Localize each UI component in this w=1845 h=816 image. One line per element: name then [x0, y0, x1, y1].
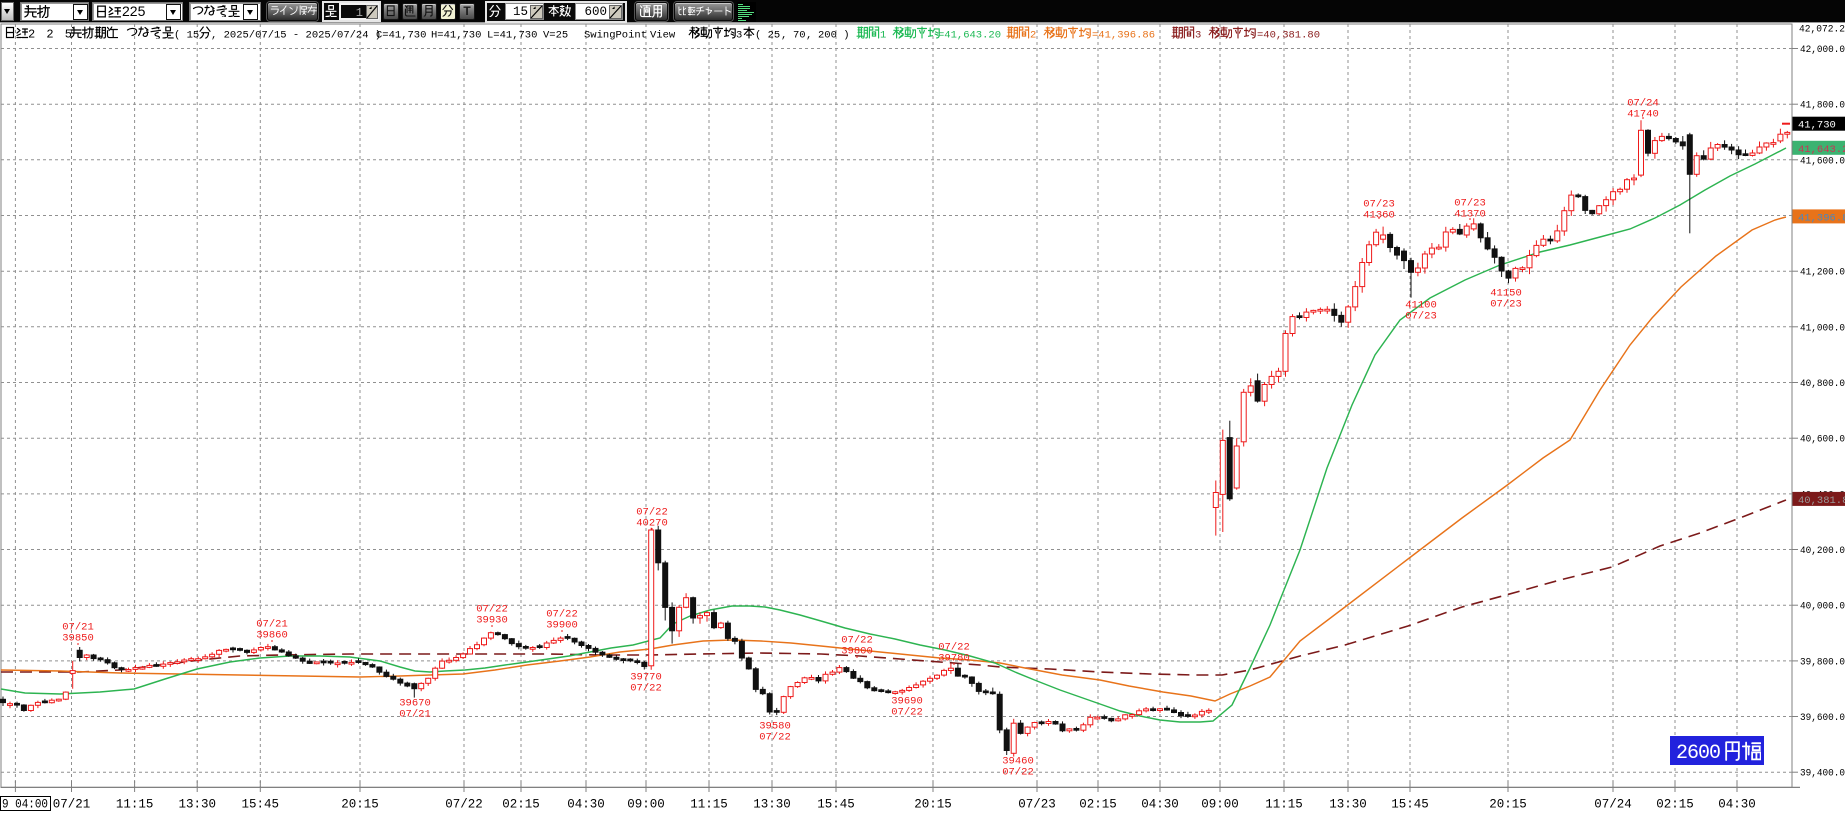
svg-text:09:00: 09:00: [627, 798, 665, 812]
svg-text:40,600.0: 40,600.0: [1800, 434, 1845, 446]
svg-text:41,396.8: 41,396.8: [1798, 212, 1845, 224]
svg-text:07/22: 07/22: [759, 732, 791, 744]
svg-text:=41,396.86: =41,396.86: [1092, 30, 1155, 42]
svg-text:41,000.0: 41,000.0: [1800, 322, 1845, 334]
svg-text:41370: 41370: [1454, 209, 1486, 221]
svg-text:39,600.0: 39,600.0: [1800, 712, 1845, 724]
svg-text:3: 3: [1195, 30, 1201, 42]
svg-text:07/22: 07/22: [476, 604, 508, 616]
svg-text:39580: 39580: [759, 721, 791, 733]
svg-text:04:30: 04:30: [1718, 798, 1756, 812]
svg-text:07/24: 07/24: [1627, 98, 1659, 110]
svg-text:07/22: 07/22: [630, 683, 662, 695]
svg-text:07/23: 07/23: [1490, 299, 1522, 311]
svg-text:41740: 41740: [1627, 109, 1659, 121]
svg-text:07/21: 07/21: [62, 622, 94, 634]
svg-text:40270: 40270: [636, 518, 668, 530]
svg-text:07/23: 07/23: [1405, 311, 1437, 323]
svg-text:41100: 41100: [1405, 300, 1437, 312]
svg-text:39,800.0: 39,800.0: [1800, 656, 1845, 668]
svg-text:11:15: 11:15: [1265, 798, 1303, 812]
svg-text:07/22: 07/22: [841, 635, 873, 647]
svg-text:41,600.0: 41,600.0: [1800, 155, 1845, 167]
svg-text:07/23: 07/23: [1363, 199, 1395, 211]
svg-text:70: 70: [793, 30, 806, 42]
svg-text:39670: 39670: [399, 698, 431, 710]
svg-text:41360: 41360: [1363, 210, 1395, 222]
svg-text:15:45: 15:45: [242, 798, 280, 812]
svg-text:1: 1: [880, 30, 886, 42]
svg-text:39770: 39770: [630, 672, 662, 684]
svg-text:11:15: 11:15: [690, 798, 728, 812]
svg-text:11:15: 11:15: [116, 798, 154, 812]
svg-text:40,381.8: 40,381.8: [1798, 495, 1845, 507]
svg-text:02:15: 02:15: [1656, 798, 1694, 812]
svg-text:3: 3: [736, 30, 742, 42]
svg-text:41150: 41150: [1490, 288, 1522, 300]
svg-text:07/22: 07/22: [938, 642, 970, 654]
svg-text:41,730: 41,730: [1798, 120, 1836, 132]
svg-text:=40,381.80: =40,381.80: [1257, 30, 1320, 42]
svg-text:15:45: 15:45: [1391, 798, 1429, 812]
svg-text:13:30: 13:30: [1329, 798, 1367, 812]
svg-text:07/24: 07/24: [1594, 798, 1632, 812]
svg-text:( 15: ( 15: [174, 30, 199, 42]
svg-text:9 04:00: 9 04:00: [2, 798, 48, 812]
svg-text:200 ): 200 ): [818, 30, 850, 42]
svg-text:( 25: ( 25: [755, 30, 780, 42]
svg-text:=41,643.20: =41,643.20: [938, 30, 1001, 42]
svg-text:07/21: 07/21: [53, 798, 91, 812]
svg-text:40,800.0: 40,800.0: [1800, 378, 1845, 390]
svg-text:40,200.0: 40,200.0: [1800, 545, 1845, 557]
svg-text:07/22: 07/22: [445, 798, 483, 812]
svg-text:07/21: 07/21: [399, 709, 431, 721]
svg-text:,: ,: [806, 30, 812, 42]
svg-text:41,200.0: 41,200.0: [1800, 267, 1845, 279]
svg-text:39900: 39900: [546, 620, 578, 632]
svg-text:13:30: 13:30: [753, 798, 791, 812]
svg-text:07/22: 07/22: [1002, 767, 1034, 779]
svg-text:07/23: 07/23: [1454, 198, 1486, 210]
svg-text:07/23: 07/23: [1018, 798, 1056, 812]
svg-text:SwingPoint: SwingPoint: [584, 30, 647, 42]
svg-text:,: ,: [781, 30, 787, 42]
svg-text:02:15: 02:15: [1079, 798, 1117, 812]
svg-text:39850: 39850: [62, 633, 94, 645]
svg-text:13:30: 13:30: [178, 798, 216, 812]
svg-text:40,000.0: 40,000.0: [1800, 601, 1845, 613]
svg-text:2 2 5: 2 2 5: [28, 28, 74, 42]
svg-text:, 2025/07/15 - 2025/07/24 ): , 2025/07/15 - 2025/07/24 ): [211, 30, 381, 42]
svg-text:39800: 39800: [841, 646, 873, 658]
svg-text:39860: 39860: [256, 630, 288, 642]
svg-text:20:15: 20:15: [1489, 798, 1527, 812]
svg-text:H=41,730: H=41,730: [431, 30, 481, 42]
svg-text:39930: 39930: [476, 615, 508, 627]
svg-text:02:15: 02:15: [502, 798, 540, 812]
svg-text:15:45: 15:45: [817, 798, 855, 812]
svg-text:41,643.2: 41,643.2: [1798, 144, 1845, 156]
svg-text:39,400.0: 39,400.0: [1800, 768, 1845, 780]
svg-text:07/22: 07/22: [546, 609, 578, 621]
svg-text:20:15: 20:15: [914, 798, 952, 812]
svg-text:07/22: 07/22: [891, 707, 923, 719]
svg-text:V=25: V=25: [543, 30, 568, 42]
svg-text:04:30: 04:30: [1141, 798, 1179, 812]
svg-text:View: View: [650, 30, 676, 42]
svg-text:39780: 39780: [938, 653, 970, 665]
svg-text:42,000.0: 42,000.0: [1800, 44, 1845, 56]
svg-text:09:00: 09:00: [1201, 798, 1239, 812]
svg-text:39690: 39690: [891, 696, 923, 708]
svg-text:20:15: 20:15: [341, 798, 379, 812]
svg-text:C=41,730: C=41,730: [376, 30, 426, 42]
svg-text:07/22: 07/22: [636, 507, 668, 519]
svg-text:04:30: 04:30: [567, 798, 605, 812]
svg-text:42,072.2: 42,072.2: [1799, 24, 1845, 36]
svg-text:39460: 39460: [1002, 756, 1034, 768]
svg-text:2600: 2600: [1676, 742, 1720, 765]
svg-text:41,800.0: 41,800.0: [1800, 100, 1845, 112]
svg-text:2: 2: [1030, 30, 1036, 42]
svg-text:L=41,730: L=41,730: [487, 30, 537, 42]
svg-text:07/21: 07/21: [256, 619, 288, 631]
